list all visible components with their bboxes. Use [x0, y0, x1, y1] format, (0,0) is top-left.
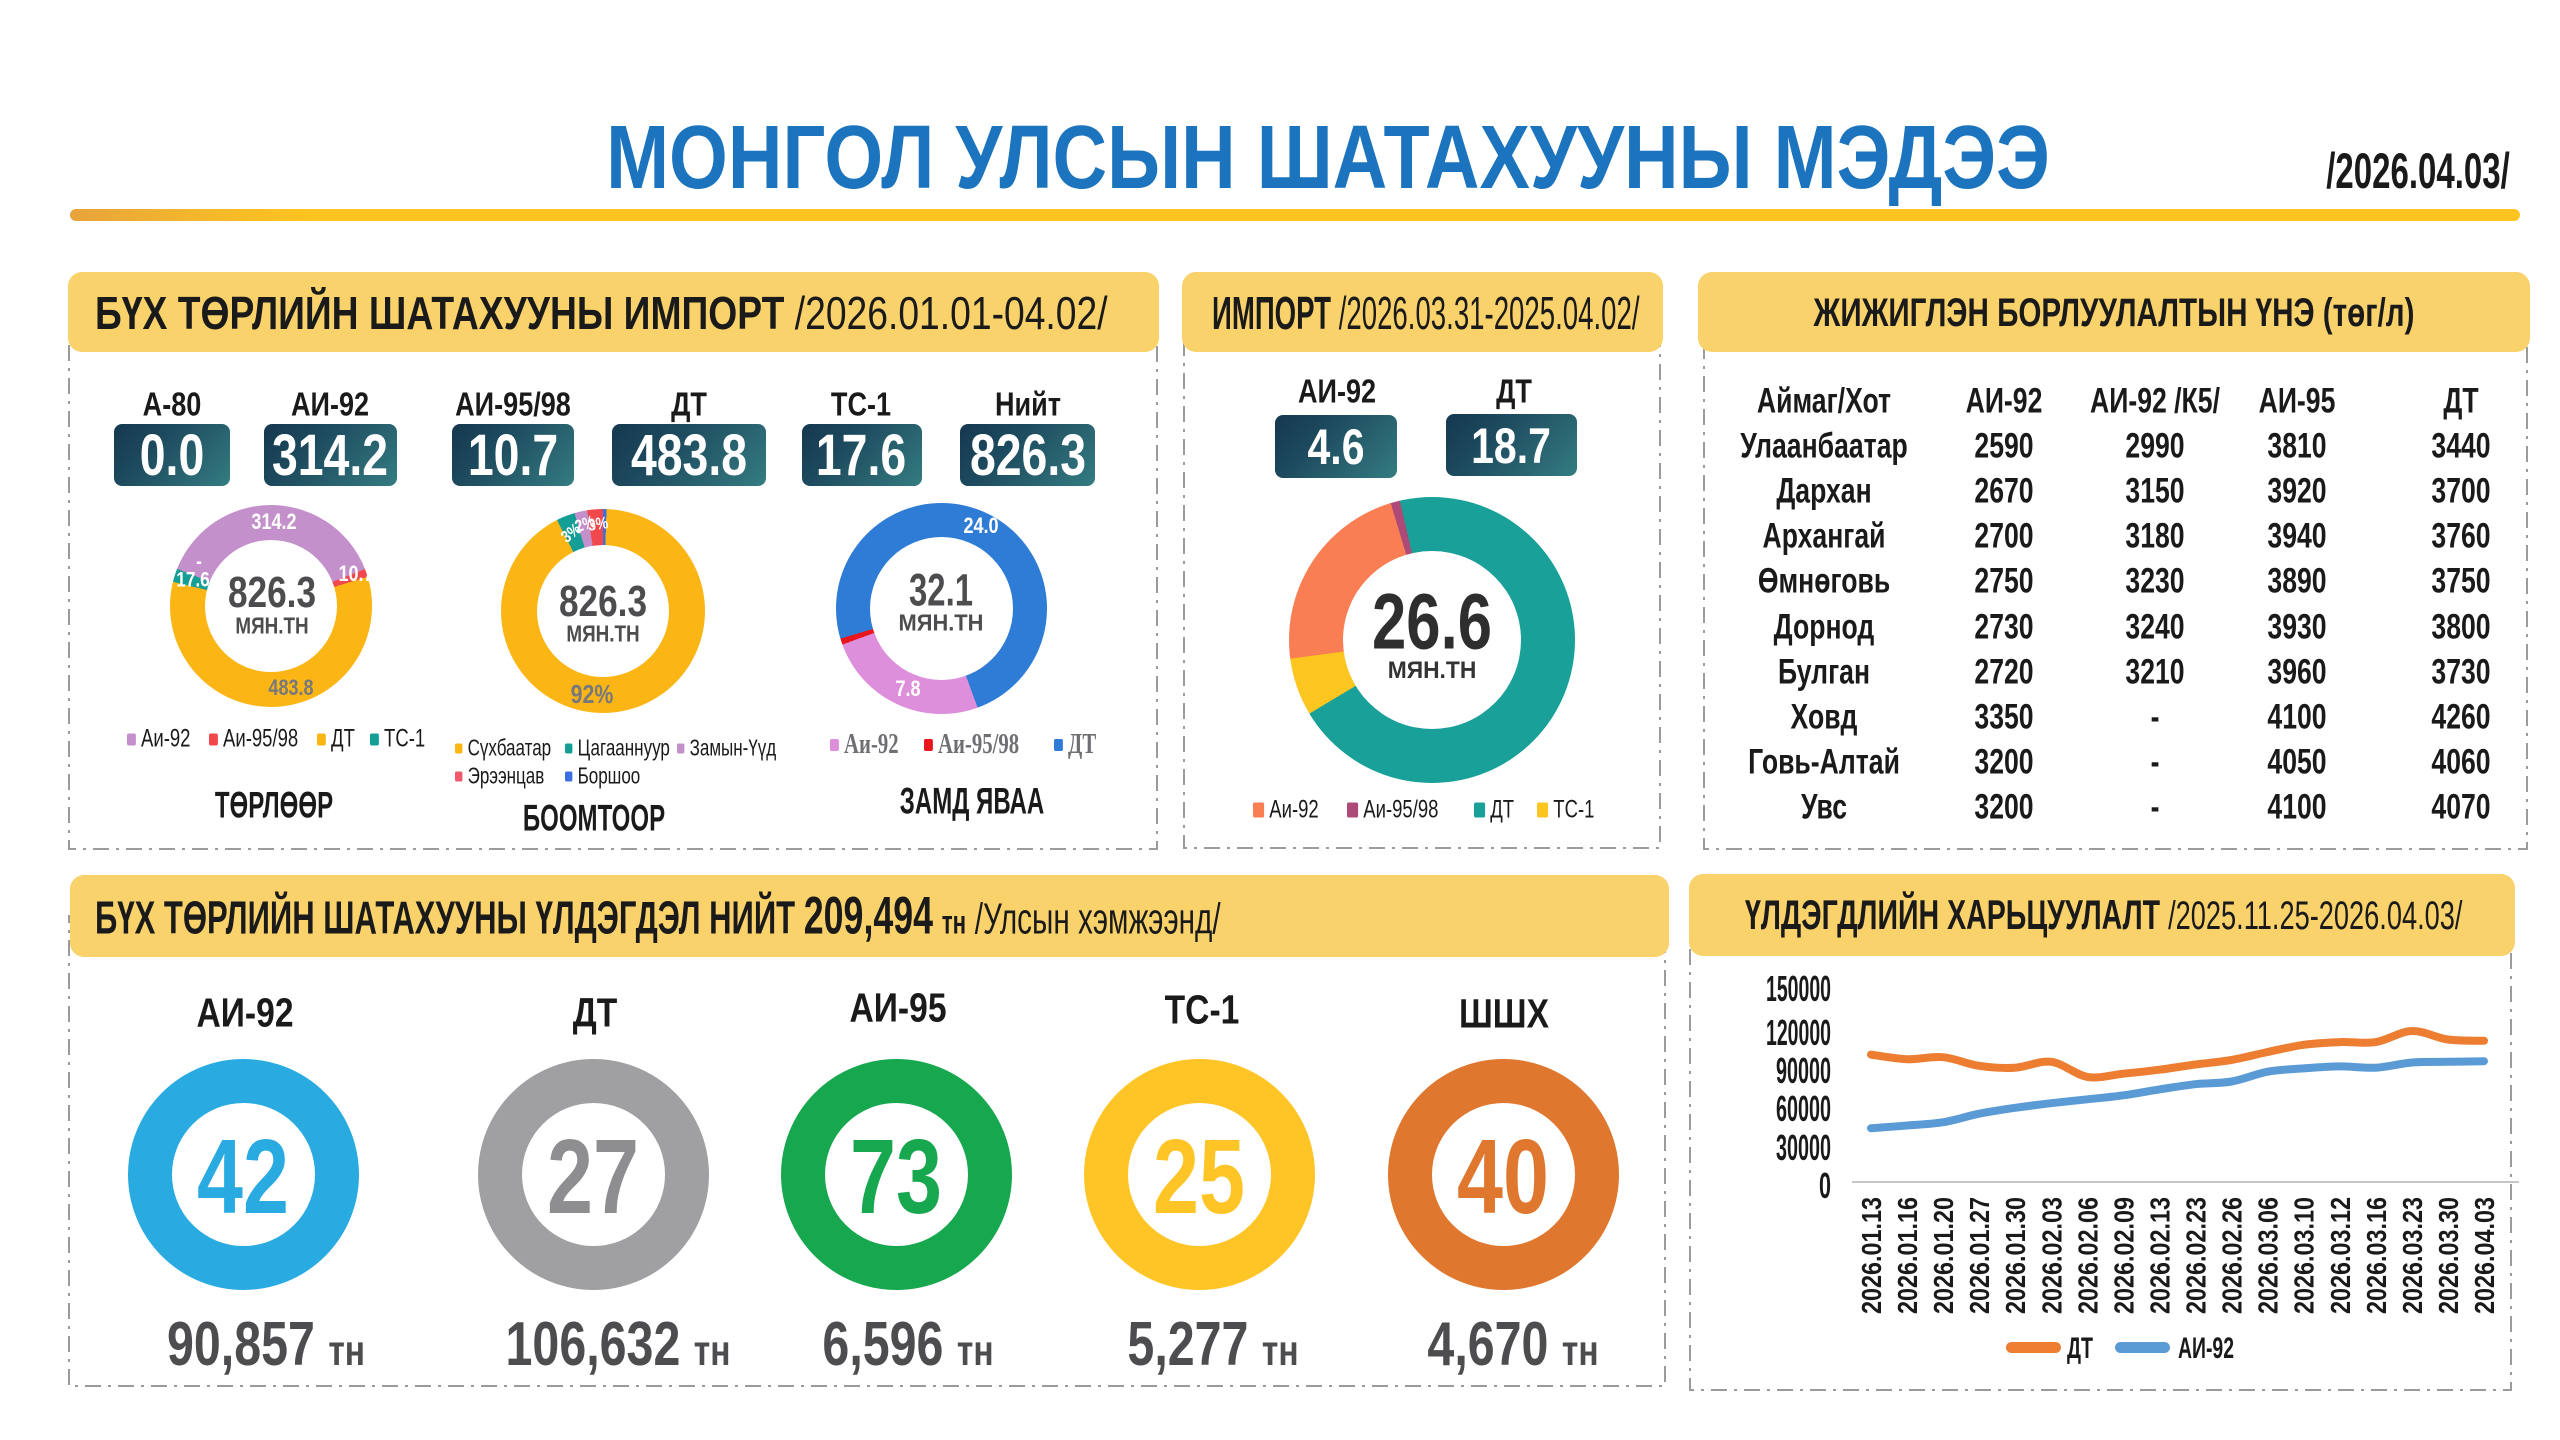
svg-text:2026.02.06: 2026.02.06 — [2072, 1197, 2103, 1314]
svg-text:2026.01.20: 2026.01.20 — [1928, 1197, 1959, 1314]
svg-text:2026.03.16: 2026.03.16 — [2361, 1197, 2392, 1314]
svg-text:2026.03.10: 2026.03.10 — [2289, 1197, 2320, 1314]
svg-text:90000: 90000 — [1776, 1050, 1831, 1091]
svg-text:2026.02.13: 2026.02.13 — [2145, 1197, 2176, 1314]
svg-text:2026.03.30: 2026.03.30 — [2433, 1197, 2464, 1314]
svg-text:ДТ: ДТ — [2067, 1332, 2093, 1365]
svg-text:2026.02.23: 2026.02.23 — [2181, 1197, 2212, 1314]
svg-text:2026.04.03: 2026.04.03 — [2469, 1197, 2500, 1314]
svg-text:0: 0 — [1819, 1165, 1831, 1206]
svg-text:АИ-92: АИ-92 — [2178, 1332, 2234, 1365]
svg-text:2026.03.12: 2026.03.12 — [2325, 1197, 2356, 1314]
svg-text:2026.03.23: 2026.03.23 — [2397, 1197, 2428, 1314]
svg-text:2026.02.09: 2026.02.09 — [2108, 1197, 2139, 1314]
svg-text:60000: 60000 — [1776, 1088, 1831, 1129]
svg-text:30000: 30000 — [1776, 1127, 1831, 1168]
svg-text:2026.01.16: 2026.01.16 — [1892, 1197, 1923, 1314]
svg-text:2026.02.26: 2026.02.26 — [2217, 1197, 2248, 1314]
svg-text:2026.01.27: 2026.01.27 — [1964, 1197, 1995, 1314]
svg-text:2026.01.13: 2026.01.13 — [1856, 1197, 1887, 1314]
svg-text:120000: 120000 — [1766, 1012, 1831, 1053]
svg-text:2026.01.30: 2026.01.30 — [2000, 1197, 2031, 1314]
svg-text:2026.02.03: 2026.02.03 — [2036, 1197, 2067, 1314]
svg-text:2026.03.06: 2026.03.06 — [2253, 1197, 2284, 1314]
svg-text:150000: 150000 — [1766, 968, 1831, 1009]
